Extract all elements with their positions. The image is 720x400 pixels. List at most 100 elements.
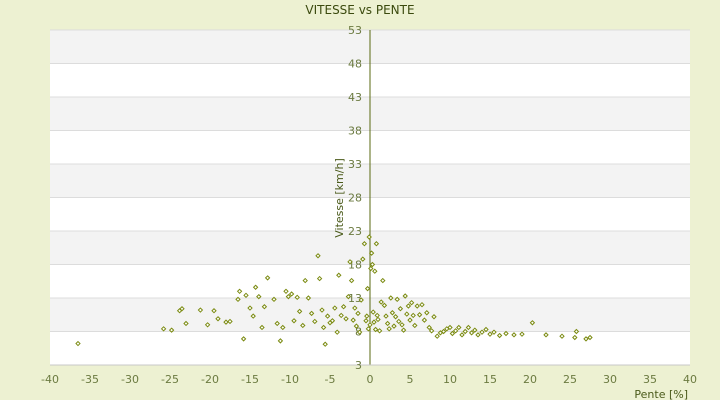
data-point bbox=[396, 318, 402, 325]
data-point bbox=[285, 293, 292, 300]
data-point bbox=[250, 313, 256, 319]
data-point bbox=[369, 261, 376, 268]
data-point bbox=[247, 305, 253, 311]
data-point bbox=[378, 299, 384, 305]
data-point bbox=[204, 322, 211, 328]
data-point bbox=[468, 330, 475, 336]
data-point bbox=[367, 322, 373, 328]
data-point bbox=[305, 295, 312, 301]
data-point bbox=[408, 299, 415, 306]
data-point bbox=[277, 338, 284, 344]
data-point bbox=[370, 309, 376, 315]
data-point bbox=[456, 324, 462, 331]
y-tick-label: 3 bbox=[355, 359, 362, 372]
data-point bbox=[322, 341, 328, 347]
data-point bbox=[376, 328, 383, 334]
chart-title: VITESSE vs PENTE bbox=[305, 3, 414, 17]
data-point bbox=[375, 316, 381, 323]
data-point bbox=[271, 296, 277, 303]
data-point bbox=[360, 256, 366, 262]
data-point bbox=[373, 241, 380, 247]
data-point bbox=[227, 318, 233, 325]
x-tick-label: 25 bbox=[563, 373, 577, 386]
y-tick-label: 13 bbox=[348, 292, 362, 305]
data-point bbox=[365, 326, 372, 332]
data-point bbox=[347, 259, 353, 265]
data-point bbox=[383, 313, 389, 319]
data-point bbox=[371, 319, 377, 325]
data-point bbox=[529, 320, 536, 326]
data-point bbox=[364, 285, 371, 292]
data-point bbox=[75, 340, 81, 347]
y-tick-label: 33 bbox=[348, 158, 362, 171]
y-tick-label: 23 bbox=[348, 225, 362, 238]
data-point bbox=[243, 292, 249, 299]
data-point bbox=[559, 333, 565, 339]
data-point bbox=[380, 277, 386, 284]
data-point bbox=[426, 324, 432, 331]
y-tick-label: 53 bbox=[348, 24, 362, 37]
data-point bbox=[179, 306, 185, 312]
data-point bbox=[288, 291, 295, 297]
data-point bbox=[404, 311, 410, 317]
data-point bbox=[410, 312, 416, 319]
data-point bbox=[315, 253, 321, 259]
axes bbox=[50, 30, 690, 366]
data-point bbox=[211, 308, 217, 314]
data-point bbox=[320, 324, 327, 331]
data-point bbox=[353, 323, 360, 329]
y-tick-label: 43 bbox=[348, 91, 362, 104]
data-point bbox=[296, 308, 303, 315]
data-point bbox=[361, 241, 368, 247]
data-point bbox=[302, 277, 308, 284]
data-point bbox=[511, 332, 517, 338]
data-point bbox=[372, 268, 378, 274]
data-point bbox=[428, 328, 435, 334]
data-point bbox=[452, 328, 459, 334]
data-point bbox=[389, 310, 396, 316]
data-point bbox=[316, 275, 323, 282]
data-point bbox=[412, 322, 418, 329]
data-point bbox=[381, 302, 388, 309]
data-point bbox=[399, 322, 405, 328]
data-point bbox=[215, 316, 221, 322]
data-point bbox=[416, 312, 423, 318]
data-point bbox=[587, 334, 593, 341]
data-point bbox=[431, 314, 437, 320]
data-point bbox=[324, 313, 331, 319]
data-point bbox=[372, 326, 379, 333]
data-point bbox=[294, 294, 300, 301]
y-tick-label: 48 bbox=[348, 58, 362, 71]
x-tick-label: -30 bbox=[121, 373, 139, 386]
data-point bbox=[388, 295, 394, 301]
y-axis-label: Vitesse [km/h] bbox=[333, 158, 346, 238]
data-point bbox=[405, 303, 412, 309]
data-point bbox=[345, 293, 352, 300]
x-tick-label: -10 bbox=[281, 373, 299, 386]
x-tick-label: -5 bbox=[325, 373, 336, 386]
data-point bbox=[364, 313, 370, 319]
data-point bbox=[235, 296, 241, 303]
data-point bbox=[308, 310, 315, 317]
data-point bbox=[343, 316, 349, 322]
data-point bbox=[407, 317, 413, 323]
data-point bbox=[472, 327, 478, 333]
data-point bbox=[583, 336, 589, 342]
x-tick-label: 30 bbox=[603, 373, 617, 386]
data-point bbox=[168, 327, 175, 333]
data-points bbox=[75, 234, 593, 347]
data-point bbox=[338, 312, 344, 319]
data-point bbox=[366, 234, 372, 240]
data-point bbox=[384, 320, 391, 327]
data-point bbox=[240, 336, 247, 342]
data-point bbox=[336, 272, 342, 278]
data-point bbox=[475, 332, 481, 338]
data-point bbox=[236, 288, 243, 295]
data-point bbox=[374, 312, 380, 319]
x-axis-label: Pente [%] bbox=[634, 388, 688, 400]
data-point bbox=[291, 318, 297, 324]
data-point bbox=[491, 329, 497, 335]
data-point bbox=[368, 265, 374, 272]
